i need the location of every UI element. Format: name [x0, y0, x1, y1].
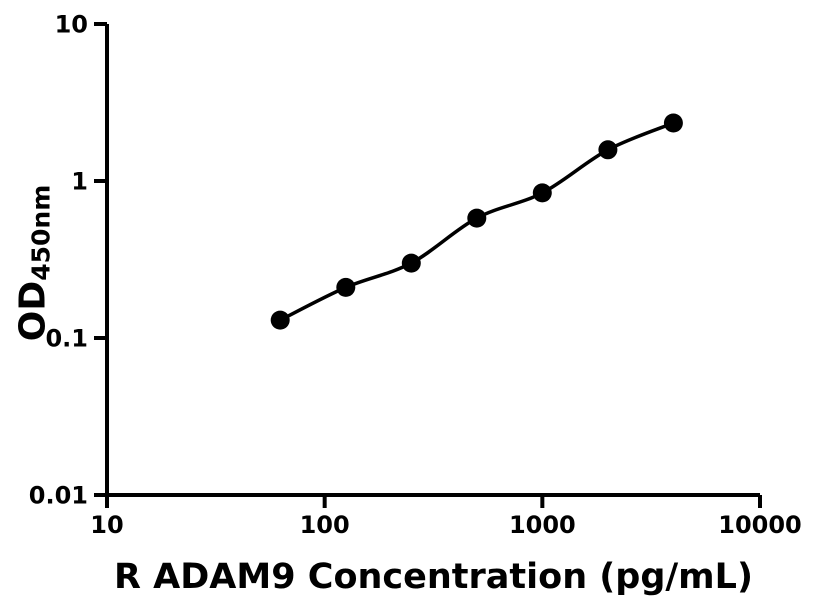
y-axis-title-main: OD [12, 280, 54, 342]
x-tick-label: 100 [300, 511, 350, 539]
y-tick-label: 0.1 [45, 325, 88, 353]
data-point [401, 253, 421, 273]
x-tick-label: 10000 [718, 511, 802, 539]
y-tick-label: 10 [55, 11, 88, 39]
x-axis-title: R ADAM9 Concentration (pg/mL) [114, 557, 753, 597]
x-tick-label: 1000 [509, 511, 576, 539]
data-point [336, 277, 356, 297]
data-point [467, 208, 487, 228]
y-axis-title-subscript: 450nm [26, 184, 55, 281]
y-axis-title: OD450nm [12, 184, 56, 342]
x-tick-label: 10 [90, 511, 123, 539]
data-point [598, 140, 618, 160]
data-point [663, 113, 683, 133]
y-tick-label: 1 [71, 168, 88, 196]
data-point [532, 183, 552, 203]
y-tick-label: 0.01 [29, 482, 88, 510]
data-point [270, 310, 290, 330]
